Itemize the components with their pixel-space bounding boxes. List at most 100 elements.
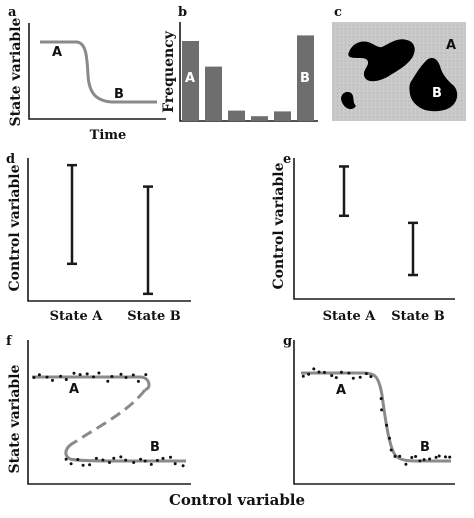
panel-f-ylabel: State variable	[7, 364, 23, 473]
observation-dot	[301, 374, 305, 378]
observation-dot	[124, 458, 128, 462]
panel-e-letter: e	[283, 152, 291, 167]
panel-d-ranges	[67, 163, 153, 296]
observation-dot	[124, 376, 128, 379]
observation-dot	[393, 454, 397, 458]
panel-d-xtick-a: State A	[50, 309, 104, 324]
shared-xlabel: Control variable	[169, 491, 305, 509]
panel-g-letter: g	[283, 334, 292, 349]
panel-c-letter: c	[334, 5, 342, 20]
frequency-bar	[182, 41, 199, 121]
observation-dot	[388, 436, 391, 440]
observation-dot	[149, 462, 153, 466]
observation-dot	[358, 375, 362, 379]
panel-a-label-a: A	[52, 45, 62, 60]
observation-dot	[444, 455, 447, 459]
observation-dot	[347, 371, 351, 375]
panel-a-axes	[28, 23, 166, 120]
observation-dot	[385, 423, 389, 427]
observation-dot	[379, 397, 383, 401]
observation-dot	[72, 371, 76, 375]
observation-dot	[37, 373, 41, 377]
panel-c: c A B	[332, 5, 466, 121]
observation-dot	[410, 456, 414, 459]
panel-g: g A B	[283, 334, 455, 485]
panel-d-axes	[27, 158, 191, 302]
observation-dot	[307, 372, 311, 376]
observation-dot	[169, 455, 172, 459]
panel-e-xtick-b: State B	[391, 309, 445, 324]
panel-f-unstable-branch	[74, 389, 147, 444]
observation-dot	[32, 376, 36, 379]
observation-dot	[119, 372, 123, 376]
panel-c-patch-small	[341, 91, 356, 110]
observation-dot	[69, 462, 73, 466]
observation-dot	[101, 458, 105, 462]
panel-f-label-b: B	[150, 440, 160, 455]
panel-g-label-b: B	[420, 440, 430, 455]
observation-dot	[143, 459, 147, 463]
observation-dot	[59, 374, 63, 378]
observation-dot	[97, 371, 101, 375]
observation-dot	[330, 374, 334, 378]
panel-a: a State variable A B Time	[8, 5, 166, 143]
frequency-bar	[205, 66, 222, 121]
observation-dot	[434, 455, 438, 459]
observation-dot	[106, 379, 110, 383]
panel-b-label-a: A	[185, 71, 195, 86]
observation-dot	[81, 463, 85, 467]
observation-dot	[108, 461, 111, 464]
observation-dot	[78, 373, 82, 377]
observation-dot	[404, 462, 408, 466]
observation-dot	[414, 455, 418, 458]
panel-d: d Control variable State A State B	[6, 152, 191, 324]
observation-dot	[161, 456, 165, 460]
panel-a-ylabel: State variable	[8, 17, 24, 126]
panel-a-letter: a	[8, 5, 17, 20]
panel-b-label-b: B	[300, 71, 310, 86]
observation-dot	[132, 461, 136, 464]
panel-f-label-a: A	[69, 382, 79, 397]
observation-dot	[88, 463, 92, 467]
panel-c-label-a: A	[446, 38, 456, 53]
observation-dot	[136, 379, 140, 383]
observation-dot	[112, 456, 116, 460]
panel-e-ylabel: Control variable	[271, 162, 287, 289]
panel-f-observations	[32, 371, 185, 468]
observation-dot	[312, 367, 316, 371]
panel-g-label-a: A	[336, 383, 346, 398]
panel-e-axes	[293, 158, 455, 300]
panel-g-observations	[301, 367, 452, 466]
observation-dot	[119, 455, 123, 459]
observation-dot	[155, 458, 159, 462]
observation-dot	[422, 458, 426, 462]
observation-dot	[110, 375, 114, 378]
observation-dot	[437, 454, 441, 458]
panel-d-letter: d	[6, 152, 15, 167]
panel-g-axes	[293, 340, 455, 485]
panel-e: e Control variable State A State B	[271, 152, 455, 324]
observation-dot	[448, 455, 452, 459]
observation-dot	[323, 370, 326, 374]
observation-dot	[131, 373, 135, 377]
panel-f-lower-branch	[64, 440, 186, 463]
panel-f-upper-branch	[32, 375, 151, 392]
observation-dot	[64, 378, 68, 381]
panel-e-ranges	[339, 165, 418, 277]
observation-dot	[428, 457, 432, 461]
panel-c-patch-large	[348, 39, 415, 82]
panel-f: f State variable A B	[6, 334, 191, 485]
observation-dot	[51, 378, 54, 382]
panel-c-label-b: B	[432, 86, 442, 101]
panel-b-axes	[179, 22, 318, 122]
observation-dot	[418, 459, 422, 463]
observation-dot	[173, 462, 177, 466]
observation-dot	[144, 373, 148, 377]
observation-dot	[351, 376, 355, 380]
observation-dot	[334, 376, 338, 380]
panel-f-letter: f	[6, 334, 13, 349]
observation-dot	[369, 375, 373, 379]
panel-b-ylabel: Frequency	[161, 30, 177, 113]
frequency-bar	[297, 35, 314, 121]
